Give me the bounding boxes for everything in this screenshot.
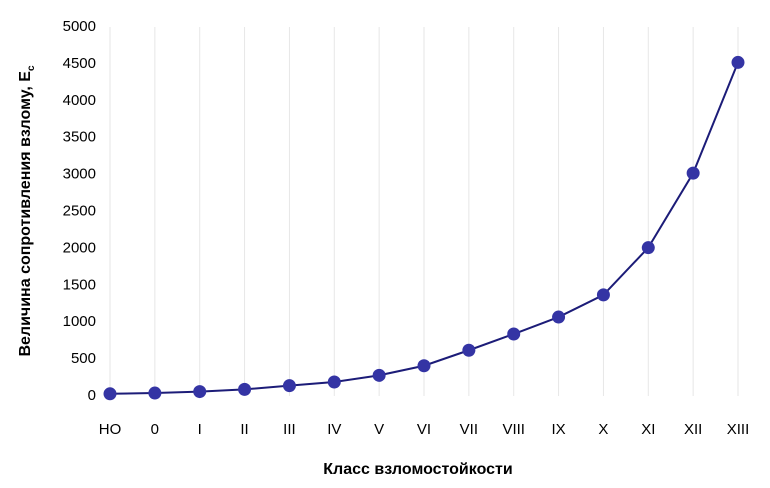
x-tick-label: XIII (727, 421, 750, 438)
y-axis-label-subscript: c (26, 65, 37, 71)
x-tick-label: III (283, 421, 296, 438)
x-tick-label: IX (551, 421, 565, 438)
point (238, 382, 252, 396)
y-axis-label-text: Величина сопротивления взлому, E (17, 71, 34, 357)
point (507, 327, 521, 341)
y-tick-label: 1000 (63, 313, 96, 330)
y-tick-label: 500 (71, 350, 96, 367)
point (103, 387, 117, 401)
x-tick-label: VI (417, 421, 431, 438)
y-tick-label: 4000 (63, 92, 96, 109)
x-tick-label: II (240, 421, 248, 438)
point (282, 379, 296, 393)
point (552, 310, 566, 324)
x-tick-label: XII (684, 421, 702, 438)
x-tick-label: НО (99, 421, 122, 438)
point (462, 343, 476, 357)
x-tick-label: X (598, 421, 608, 438)
point (372, 368, 386, 382)
x-tick-label: IV (327, 421, 341, 438)
y-tick-label: 1500 (63, 276, 96, 293)
point (417, 359, 431, 373)
point (731, 55, 745, 69)
point (596, 288, 610, 302)
x-tick-label: XI (641, 421, 655, 438)
point (193, 385, 207, 399)
point (148, 386, 162, 400)
x-tick-label: V (374, 421, 384, 438)
y-tick-label: 5000 (63, 18, 96, 35)
x-tick-label: 0 (151, 421, 159, 438)
x-axis-label: Класс взломостойкости (323, 461, 512, 478)
point (641, 241, 655, 255)
x-tick-label: VIII (502, 421, 525, 438)
y-tick-label: 2500 (63, 202, 96, 219)
x-tick-label: I (198, 421, 202, 438)
y-tick-label: 2000 (63, 239, 96, 256)
point (686, 166, 700, 180)
y-tick-label: 3500 (63, 129, 96, 146)
y-axis-label: Величина сопротивления взлому, Ec (17, 65, 36, 356)
y-tick-label: 4500 (63, 55, 96, 72)
y-tick-label: 3000 (63, 166, 96, 183)
y-tick-label: 0 (88, 387, 96, 404)
x-tick-label: VII (460, 421, 478, 438)
point (327, 375, 341, 389)
